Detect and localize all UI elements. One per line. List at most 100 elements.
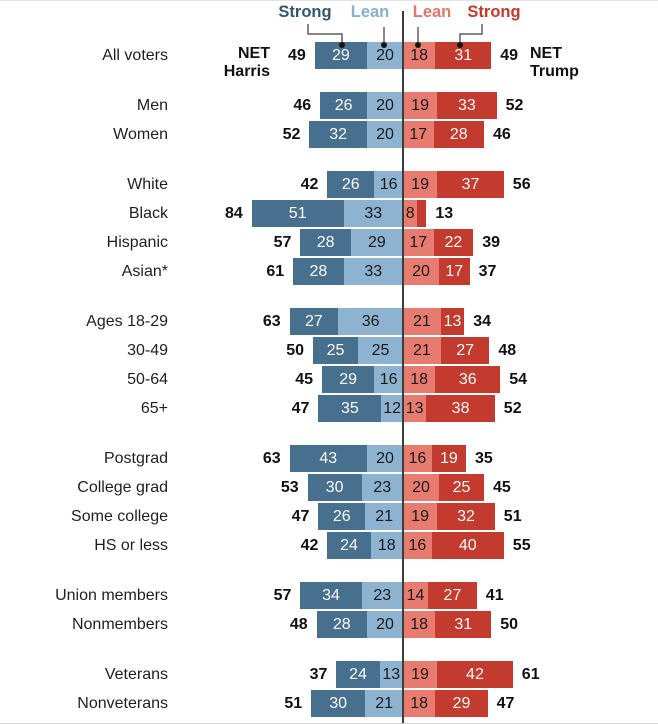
bar-segment-lean-trump: 17 <box>402 121 434 148</box>
net-harris-value: 47 <box>291 400 310 417</box>
chart-row: Women 52 32 20 17 28 46 <box>0 121 658 148</box>
row-category-label: Hispanic <box>106 234 168 251</box>
bar-segments: 43 20 16 19 <box>289 445 466 472</box>
chart-row: Asian* 61 28 33 20 17 37 <box>0 258 658 285</box>
net-harris-value: 42 <box>300 537 319 554</box>
bar-segment-lean-trump: 16 <box>402 445 432 472</box>
bar-segment-lean-trump: 18 <box>402 366 436 393</box>
bar-segment-strong-harris: 27 <box>289 308 339 335</box>
bar-segment-lean-harris: 20 <box>366 611 403 638</box>
bar-segment-lean-harris: 18 <box>370 532 403 559</box>
bar-segment-lean-harris: 23 <box>361 582 403 609</box>
net-trump-value: 46 <box>493 126 511 143</box>
bar-segment-strong-trump: 19 <box>431 445 466 472</box>
chart-row: White 42 26 16 19 37 56 <box>0 171 658 198</box>
row-category-label: Veterans <box>104 666 168 683</box>
bar-segment-strong-harris: 26 <box>318 503 366 530</box>
bar-segment-lean-harris: 23 <box>361 474 403 501</box>
bar-segment-lean-harris: 16 <box>374 171 403 198</box>
bar-segment-strong-harris: 30 <box>311 690 366 717</box>
net-harris-caption-line1: NET <box>238 45 270 62</box>
bar-segment-strong-harris: 30 <box>307 474 362 501</box>
bar-segments: 28 29 17 22 <box>300 229 474 256</box>
bar-segment-lean-harris: 13 <box>379 661 403 688</box>
bar-segment-strong-trump: 31 <box>435 611 492 638</box>
bar-segment-lean-harris: 25 <box>358 337 403 364</box>
bar-segment-lean-trump: 16 <box>402 532 432 559</box>
bar-segment-strong-harris: 28 <box>316 611 367 638</box>
bar-segment-strong-trump: 37 <box>437 171 504 198</box>
net-trump-value: 34 <box>473 313 491 330</box>
net-trump-value: 49 <box>500 47 518 64</box>
net-trump-value: 45 <box>493 479 511 496</box>
net-trump-value: 39 <box>482 234 500 251</box>
net-harris-value: 53 <box>280 479 299 496</box>
net-trump-value: 41 <box>485 587 504 604</box>
row-category-label: White <box>127 176 168 193</box>
bar-segment-lean-trump: 18 <box>402 611 436 638</box>
chart-row: Some college 47 26 21 19 32 51 <box>0 503 658 530</box>
bar-segment-strong-trump: 40 <box>431 532 504 559</box>
bar-segment-strong-harris: 26 <box>327 171 375 198</box>
bar-segment-lean-harris: 16 <box>374 366 403 393</box>
bar-segments: 30 23 20 25 <box>307 474 484 501</box>
legend-lean-harris: Lean <box>350 3 390 21</box>
chart-row: Men 46 26 20 19 33 52 <box>0 92 658 119</box>
net-harris-value: 46 <box>293 97 312 114</box>
row-category-label: Asian* <box>121 263 168 280</box>
net-harris-caption: NET Harris <box>224 45 270 81</box>
row-category-label: 65+ <box>140 400 168 417</box>
bar-segment-lean-harris: 29 <box>350 229 403 256</box>
bar-segments: 28 20 18 31 <box>316 611 492 638</box>
bar-segments: 27 36 21 13 <box>289 308 465 335</box>
center-axis-line <box>402 11 404 723</box>
bar-segment-lean-trump: 19 <box>402 171 438 198</box>
net-trump-value: 54 <box>509 371 527 388</box>
bar-segment-lean-trump: 18 <box>402 690 436 717</box>
bar-segment-strong-harris: 32 <box>309 121 367 148</box>
chart-row: College grad 53 30 23 20 25 45 <box>0 474 658 501</box>
bar-segment-strong-harris: 43 <box>289 445 367 472</box>
chart-row: 65+ 47 35 12 13 38 52 <box>0 395 658 422</box>
bar-segments: 34 23 14 27 <box>300 582 477 609</box>
row-category-label: Women <box>113 126 168 143</box>
net-trump-value: 47 <box>496 695 515 712</box>
bar-segments: 24 13 19 42 <box>336 661 513 688</box>
bar-segment-strong-trump: 31 <box>435 42 492 69</box>
bar-segment-strong-harris: 25 <box>313 337 358 364</box>
bar-segment-strong-harris: 29 <box>322 366 375 393</box>
bar-segment-strong-harris: 34 <box>300 582 362 609</box>
net-trump-value: 37 <box>478 263 497 280</box>
row-category-label: Black <box>128 205 168 222</box>
bar-segment-strong-trump <box>417 200 427 227</box>
bar-segment-strong-trump: 17 <box>438 258 470 285</box>
chart-row: HS or less 42 24 18 16 40 55 <box>0 532 658 559</box>
bar-segment-lean-trump: 19 <box>402 661 438 688</box>
bar-segment-lean-harris: 21 <box>365 690 403 717</box>
bar-segment-lean-trump: 17 <box>402 229 434 256</box>
bar-segment-lean-harris: 20 <box>366 445 403 472</box>
chart-row: Nonmembers 48 28 20 18 31 50 <box>0 611 658 638</box>
net-trump-value: 13 <box>435 205 454 222</box>
bar-segment-strong-harris: 26 <box>320 92 367 119</box>
bar-segment-lean-trump: 20 <box>402 474 439 501</box>
legend-strong-harris: Strong <box>278 3 332 21</box>
bar-segment-strong-harris: 28 <box>300 229 351 256</box>
row-category-label: Nonmembers <box>71 616 168 633</box>
bar-segment-strong-harris: 51 <box>251 200 344 227</box>
row-category-label: College grad <box>77 479 168 496</box>
bar-segment-lean-trump: 19 <box>402 92 438 119</box>
net-harris-value: 61 <box>266 263 285 280</box>
bar-segment-lean-trump: 18 <box>402 42 436 69</box>
bar-segment-strong-harris: 24 <box>327 532 371 559</box>
bar-segment-strong-trump: 33 <box>437 92 497 119</box>
chart-row: Black 84 51 33 8 13 <box>0 200 658 227</box>
chart-row: Union members 57 34 23 14 27 41 <box>0 582 658 609</box>
bar-segment-strong-trump: 27 <box>428 582 477 609</box>
net-trump-value: 52 <box>505 97 524 114</box>
net-harris-value: 49 <box>288 47 306 64</box>
chart-row: 50-64 45 29 16 18 36 54 <box>0 366 658 393</box>
bar-segment-strong-trump: 25 <box>438 474 484 501</box>
row-category-label: Some college <box>71 508 168 525</box>
